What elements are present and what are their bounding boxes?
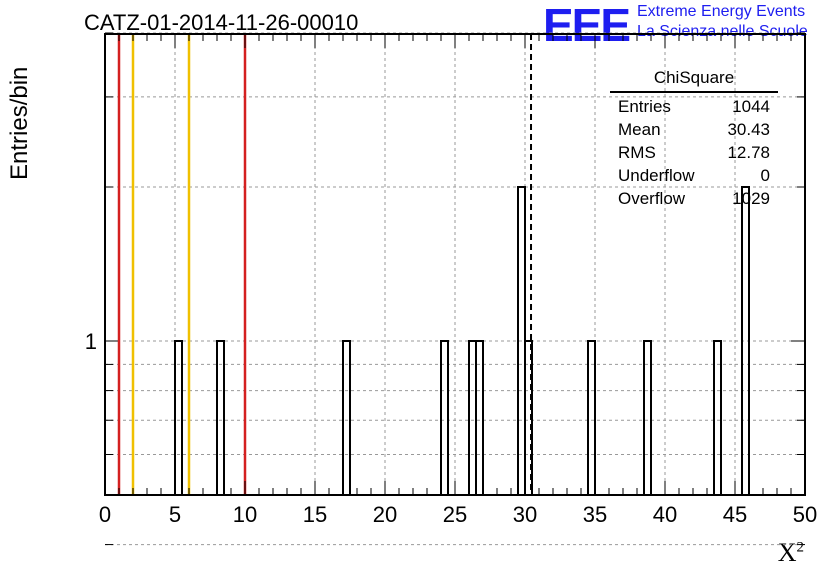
stats-value: 12.78 (727, 143, 770, 162)
eee-logo: EEE (543, 0, 631, 51)
x-tick-label: 50 (793, 502, 817, 527)
x-tick-label: 15 (303, 502, 327, 527)
stats-value: 0 (760, 166, 770, 185)
x-tick-label: 30 (513, 502, 537, 527)
stats-label: RMS (618, 143, 656, 162)
histogram-bin (342, 340, 351, 495)
histogram-bin (174, 340, 183, 495)
x-tick-label: 45 (723, 502, 747, 527)
x-axis-label-text: X (777, 538, 797, 567)
stats-row-mean: Mean 30.43 (610, 118, 778, 141)
chart-title: CATZ-01-2014-11-26-00010 (84, 10, 359, 35)
stats-value: 1044 (732, 97, 770, 116)
stats-label: Underflow (618, 166, 695, 185)
stats-title: ChiSquare (610, 66, 778, 93)
x-axis-label: X2 (778, 538, 804, 568)
histogram-bin (216, 340, 225, 495)
stats-row-rms: RMS 12.78 (610, 141, 778, 164)
x-axis-label-superscript: 2 (796, 539, 805, 556)
histogram-bin (741, 186, 750, 495)
stats-row-underflow: Underflow 0 (610, 164, 778, 187)
histogram-bin (643, 340, 652, 495)
y-tick-label: 1 (85, 329, 97, 354)
histogram-bin (713, 340, 722, 495)
stats-value: 1029 (732, 189, 770, 208)
stats-label: Mean (618, 120, 661, 139)
stats-box: ChiSquare Entries 1044 Mean 30.43 RMS 12.78… (610, 66, 778, 210)
x-tick-label: 10 (233, 502, 257, 527)
stats-label: Entries (618, 97, 671, 116)
histogram-bin (587, 340, 596, 495)
stats-row-overflow: Overflow 1029 (610, 187, 778, 210)
stats-row-entries: Entries 1044 (610, 95, 778, 118)
x-tick-label: 35 (583, 502, 607, 527)
histogram-bin (440, 340, 449, 495)
x-tick-label: 40 (653, 502, 677, 527)
histogram-bin (475, 340, 484, 495)
x-tick-label: 5 (169, 502, 181, 527)
x-tick-label: 25 (443, 502, 467, 527)
x-tick-label: 20 (373, 502, 397, 527)
logo-line-1: Extreme Energy Events (637, 3, 806, 20)
stats-value: 30.43 (727, 120, 770, 139)
logo-line-2: La Scienza nelle Scuole (637, 23, 808, 40)
x-tick-label: 0 (99, 502, 111, 527)
stats-label: Overflow (618, 189, 686, 208)
